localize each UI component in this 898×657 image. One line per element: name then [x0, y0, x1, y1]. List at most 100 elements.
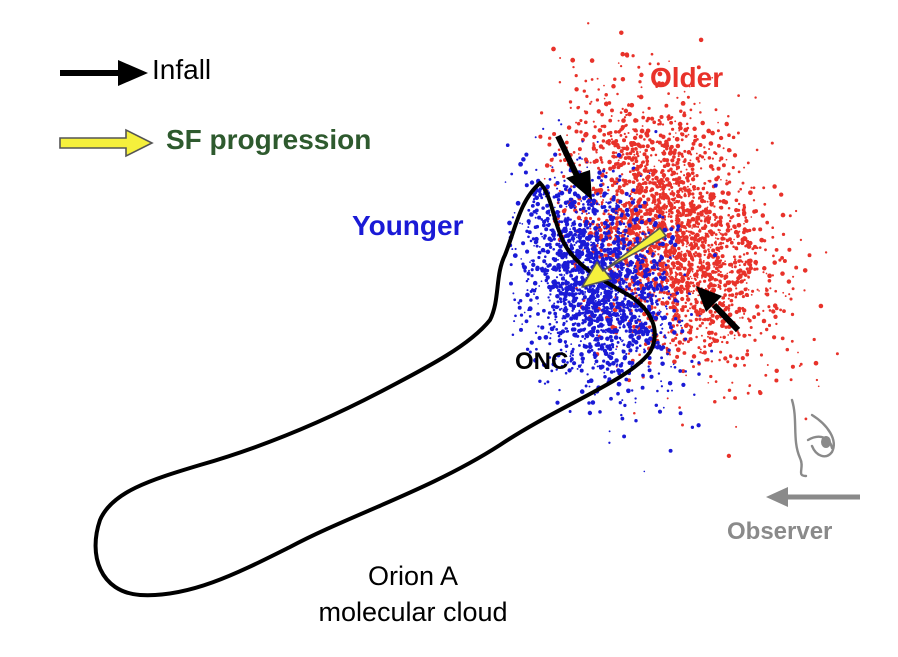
older-star-dot: [699, 219, 703, 223]
younger-star-dot: [611, 361, 616, 366]
older-star-dot: [719, 245, 724, 250]
older-star-dot: [665, 204, 669, 208]
older-star-dot: [764, 292, 768, 296]
older-star-dot: [632, 162, 636, 165]
younger-star-dot: [557, 201, 560, 204]
younger-star-dot: [648, 336, 653, 342]
younger-star-dot: [605, 224, 610, 229]
younger-star-dot: [641, 373, 645, 378]
older-star-dot: [724, 232, 728, 236]
older-star-dot: [653, 306, 657, 309]
older-star-dot: [616, 268, 620, 271]
younger-star-dot: [608, 313, 613, 318]
older-star-dot: [723, 283, 728, 288]
older-star-dot: [729, 354, 733, 359]
younger-star-dot: [571, 221, 576, 226]
younger-star-dot: [590, 293, 595, 299]
older-star-dot: [698, 37, 704, 43]
younger-star-dot: [579, 389, 585, 394]
older-star-dot: [685, 208, 690, 213]
older-star-dot: [640, 164, 643, 168]
younger-star-dot: [512, 253, 518, 258]
younger-star-dot: [635, 280, 641, 285]
younger-star-dot: [556, 331, 560, 335]
younger-star-dot: [615, 348, 617, 351]
younger-star-dot: [645, 267, 650, 272]
older-star-dot: [729, 330, 734, 335]
older-star-dot: [705, 191, 709, 195]
older-star-dot: [768, 309, 772, 312]
younger-star-dot: [608, 215, 611, 218]
younger-star-dot: [622, 244, 625, 247]
older-star-dot: [758, 246, 762, 249]
older-star-dot: [678, 262, 683, 267]
older-star-dot: [668, 132, 672, 136]
younger-star-dot: [591, 329, 596, 334]
younger-star-dot: [626, 263, 629, 266]
older-star-dot: [673, 312, 678, 317]
older-star-dot: [659, 189, 662, 191]
older-star-dot: [685, 322, 689, 327]
younger-star-dot: [676, 224, 681, 229]
younger-star-dot: [532, 280, 538, 286]
older-star-dot: [683, 188, 687, 192]
older-star-dot: [759, 353, 764, 357]
older-star-dot: [624, 146, 630, 151]
younger-star-dot: [593, 254, 598, 259]
older-star-dot: [691, 227, 693, 229]
younger-star-dot: [654, 403, 659, 408]
older-star-dot: [704, 233, 709, 238]
younger-star-dot: [544, 255, 547, 258]
older-star-dot: [687, 224, 692, 228]
older-star-dot: [644, 262, 649, 268]
older-star-dot: [780, 212, 786, 218]
younger-star-dot: [519, 327, 523, 332]
younger-star-dot: [570, 224, 573, 227]
older-star-dot: [600, 223, 604, 227]
older-star-dot: [731, 135, 736, 140]
older-star-dot: [598, 203, 601, 206]
older-star-dot: [657, 272, 660, 275]
older-star-dot: [797, 351, 799, 354]
younger-star-dot: [537, 335, 542, 341]
younger-star-dot: [629, 333, 635, 338]
older-star-dot: [689, 236, 695, 241]
older-star-dot: [726, 272, 729, 275]
younger-star-dot: [584, 315, 588, 319]
younger-star-dot: [514, 247, 517, 251]
older-star-dot: [673, 246, 677, 250]
younger-star-dot: [613, 370, 616, 373]
younger-star-dot: [624, 329, 628, 333]
younger-star-dot: [603, 220, 608, 226]
older-star-dot: [674, 344, 678, 347]
older-star-dot: [664, 246, 668, 250]
older-star-dot: [610, 115, 613, 117]
younger-star-dot: [534, 331, 538, 335]
older-star-dot: [735, 356, 739, 361]
younger-star-dot: [596, 336, 600, 340]
younger-star-dot: [664, 336, 667, 339]
older-star-dot: [576, 215, 582, 221]
older-star-dot: [706, 317, 710, 322]
younger-star-dot: [532, 288, 537, 293]
younger-star-dot: [609, 396, 613, 401]
younger-star-dot: [535, 201, 540, 207]
younger-star-dot: [585, 257, 590, 262]
older-star-dot: [678, 271, 683, 277]
younger-star-dot: [604, 248, 608, 252]
younger-star-dot: [605, 336, 610, 341]
younger-star-dot: [542, 127, 545, 131]
younger-star-dot: [556, 198, 561, 202]
older-star-dot: [658, 309, 661, 312]
younger-star-dot: [605, 201, 608, 204]
older-star-dot: [684, 314, 688, 318]
younger-star-dot: [526, 219, 531, 224]
younger-star-dot: [625, 352, 628, 356]
older-star-dot: [752, 199, 756, 202]
older-star-dot: [689, 302, 693, 306]
younger-star-dot: [568, 410, 572, 413]
older-star-dot: [681, 235, 683, 238]
older-star-dot: [690, 171, 695, 175]
older-star-dot: [613, 77, 617, 81]
younger-star-dot: [654, 295, 657, 298]
